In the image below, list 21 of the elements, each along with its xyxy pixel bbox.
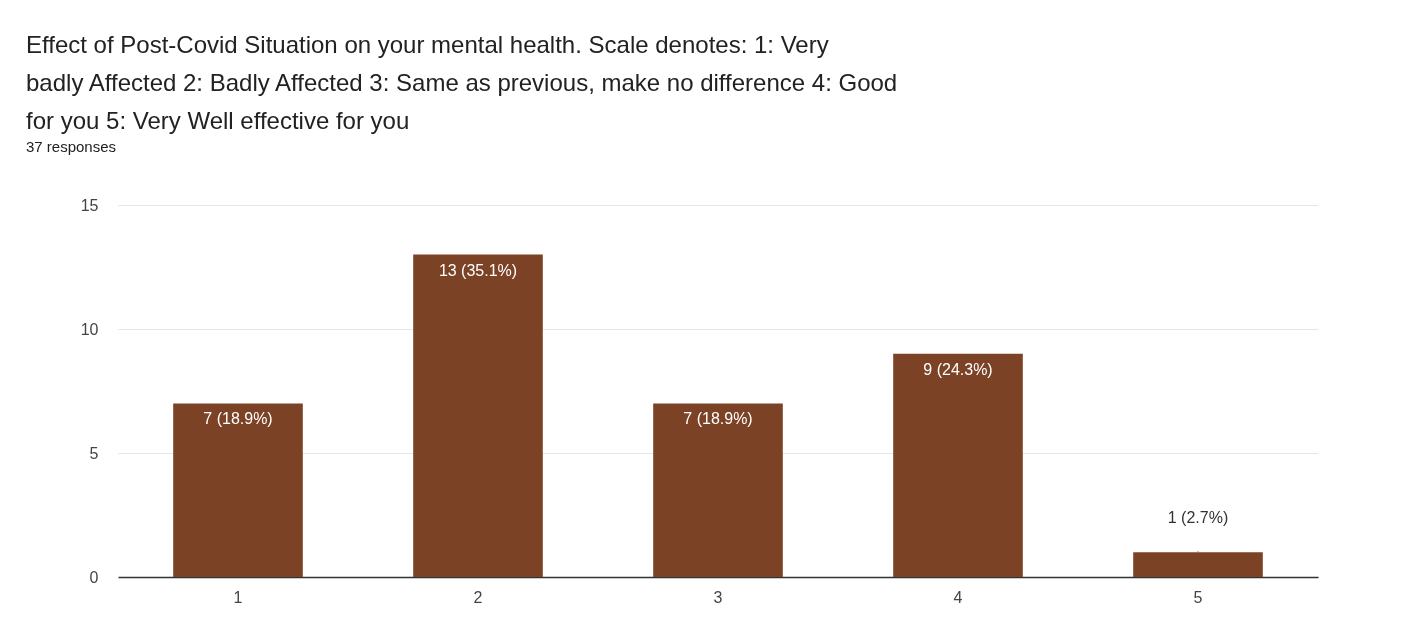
y-tick-label: 0 (89, 568, 99, 586)
data-label: 7 (18.9%) (203, 410, 273, 428)
x-tick-label: 5 (1193, 588, 1203, 606)
bar (653, 403, 783, 577)
bar (1133, 552, 1263, 577)
x-tick-label: 3 (713, 588, 723, 606)
y-tick-label: 15 (80, 196, 99, 214)
y-tick-label: 5 (89, 444, 99, 462)
x-tick-label: 1 (233, 588, 243, 606)
x-tick-label: 4 (953, 588, 963, 606)
data-label: 7 (18.9%) (683, 410, 753, 428)
data-label: 9 (24.3%) (923, 360, 993, 378)
data-label: 13 (35.1%) (438, 261, 518, 279)
chart-subtitle: 37 responses (26, 138, 117, 155)
x-tick-label: 2 (473, 588, 483, 606)
bar (173, 403, 303, 577)
y-tick-label: 10 (80, 320, 99, 338)
chart-title: Effect of Post-Covid Situation on your mental health. Scale denotes: 1: Very badly Affected 2: Badly Affected 3: Same as previous, make no difference 4: Good for you 5: Very Well effective for you (26, 31, 898, 134)
data-label: 1 (2.7%) (1167, 509, 1229, 527)
bar (893, 353, 1023, 577)
bar (413, 254, 543, 577)
